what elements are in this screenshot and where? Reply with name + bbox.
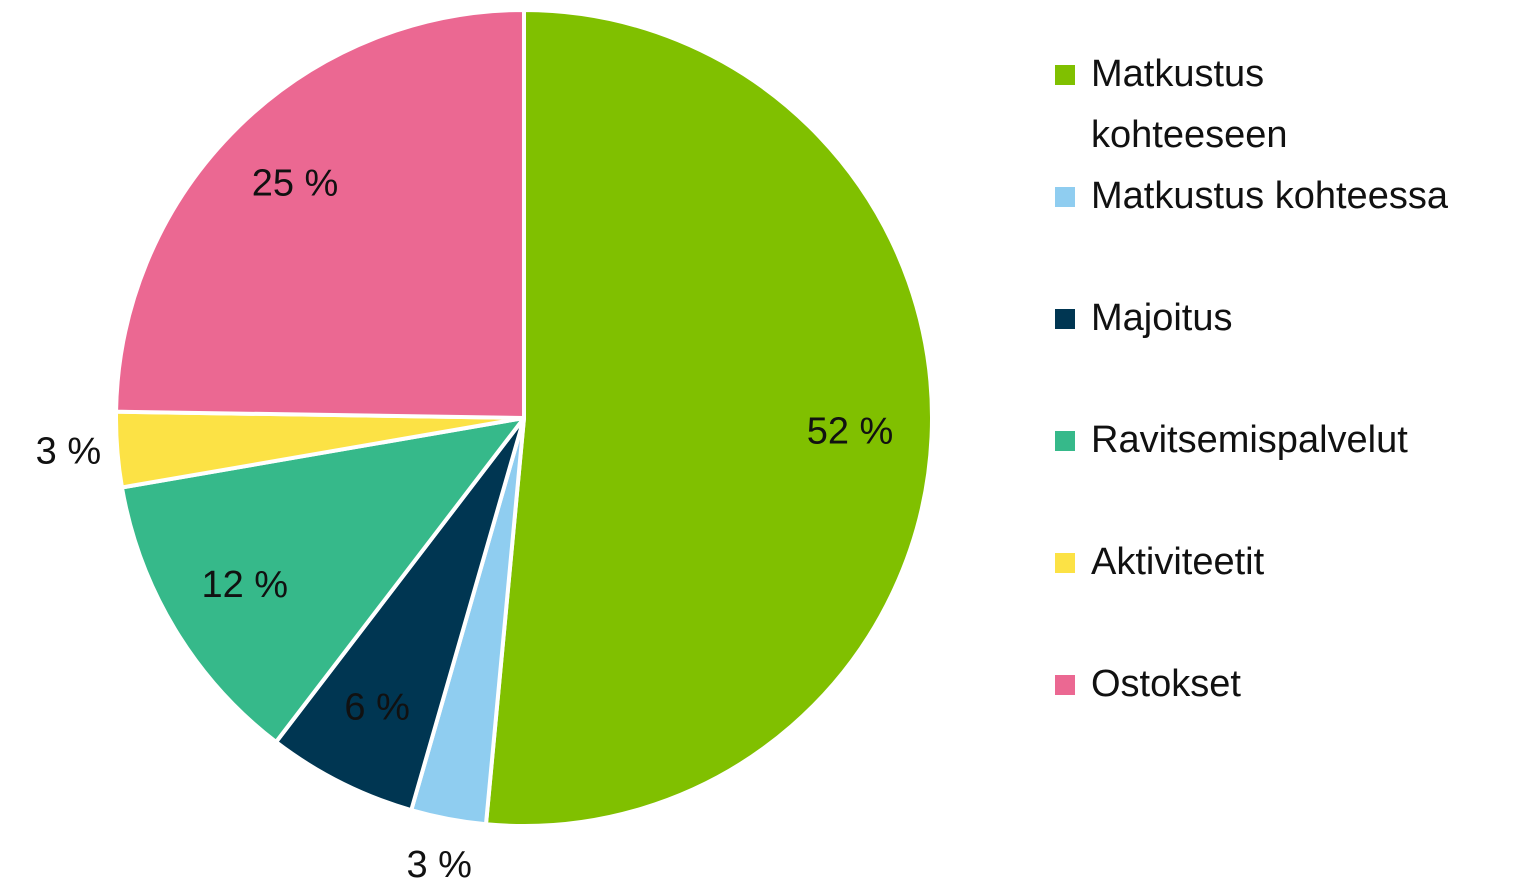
data-label: 3 % bbox=[36, 431, 101, 473]
chart: 52 % 3 % 6 % 12 % 3 % 25 % bbox=[36, 8, 934, 886]
legend-item: Aktiviteetit bbox=[1055, 532, 1475, 654]
legend-label: Matkustus kohteeseen bbox=[1091, 53, 1288, 156]
legend-item: Ostokset bbox=[1055, 654, 1475, 776]
data-label: 6 % bbox=[344, 687, 409, 729]
legend-item: Matkustus kohteeseen bbox=[1055, 44, 1475, 166]
legend-label: Majoitus bbox=[1091, 297, 1233, 339]
legend-label: Matkustus kohteessa bbox=[1091, 175, 1448, 217]
legend-swatch bbox=[1055, 675, 1075, 695]
pie-slice bbox=[274, 416, 526, 813]
legend-swatch bbox=[1055, 431, 1075, 451]
legend-item: Matkustus kohteessa bbox=[1055, 166, 1475, 288]
legend-label: Ravitsemispalvelut bbox=[1091, 419, 1408, 461]
pie-slice bbox=[119, 416, 526, 745]
legend-item: Majoitus bbox=[1055, 288, 1475, 410]
data-label: 12 % bbox=[201, 564, 288, 606]
legend-swatch bbox=[1055, 65, 1075, 85]
data-label: 3 % bbox=[406, 844, 471, 886]
pie-slice bbox=[114, 8, 526, 420]
data-label: 25 % bbox=[252, 162, 339, 204]
legend-label: Ostokset bbox=[1091, 663, 1241, 705]
data-label: 52 % bbox=[807, 410, 894, 452]
legend-item: Ravitsemispalvelut bbox=[1055, 410, 1475, 532]
legend-swatch bbox=[1055, 553, 1075, 573]
pie-slice bbox=[483, 8, 934, 828]
legend: Matkustus kohteeseen Matkustus kohteessa M… bbox=[1055, 44, 1475, 776]
legend-swatch bbox=[1055, 187, 1075, 207]
legend-swatch bbox=[1055, 309, 1075, 329]
legend-label: Aktiviteetit bbox=[1091, 541, 1265, 583]
